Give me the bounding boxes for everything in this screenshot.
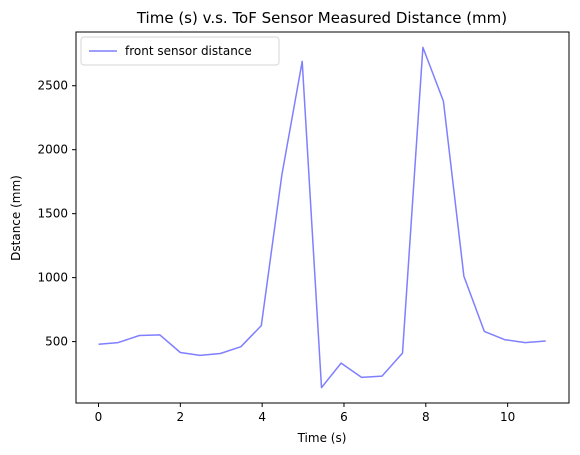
x-tick-label: 10	[500, 410, 515, 424]
series-layer	[98, 46, 546, 389]
legend-label-front-sensor-distance: front sensor distance	[125, 44, 252, 58]
x-tick-label: 6	[340, 410, 348, 424]
y-tick-label: 1500	[37, 207, 68, 221]
x-axis-ticks: 0 2 4 6 8 10	[95, 403, 515, 424]
y-tick-label: 500	[45, 335, 68, 349]
y-tick-label: 2000	[37, 143, 68, 157]
y-tick-label: 2500	[37, 79, 68, 93]
chart-title: Time (s) v.s. ToF Sensor Measured Distan…	[136, 9, 507, 27]
y-axis-label: Dstance (mm)	[9, 175, 23, 261]
plot-area-frame	[75, 31, 570, 404]
series-line-front-sensor-distance	[98, 46, 546, 389]
x-tick-label: 4	[258, 410, 266, 424]
y-tick-label: 1000	[37, 271, 68, 285]
legend-box	[80, 36, 280, 66]
legend: front sensor distance	[80, 36, 280, 66]
x-tick-label: 8	[422, 410, 430, 424]
x-tick-label: 0	[95, 410, 103, 424]
x-axis-label: Time (s)	[297, 431, 347, 445]
x-tick-label: 2	[177, 410, 185, 424]
y-axis-ticks: 500 1000 1500 2000 2500	[37, 79, 76, 349]
